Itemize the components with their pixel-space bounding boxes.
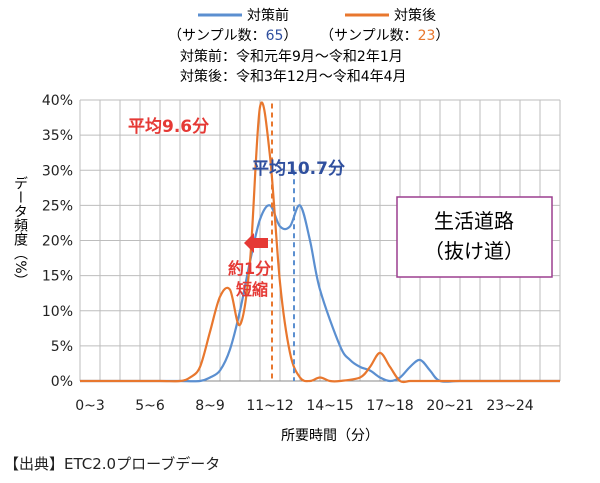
y-tick-label: 0% [51, 374, 73, 390]
source-note: 【出典】ETC2.0プローブデータ [4, 455, 221, 473]
y-tick-label: 40% [42, 93, 73, 109]
series-line-after [80, 101, 560, 384]
x-tick-label: 0~3 [75, 398, 105, 414]
y-tick-label: 5% [51, 339, 73, 355]
legend-label-before: 対策前 [247, 7, 289, 24]
road-type-box: 生活道路 （抜け道） [396, 196, 553, 278]
period-after: 対策後：令和3年12月～令和4年4月 [180, 68, 407, 85]
y-tick-label: 10% [42, 304, 73, 320]
reduction-label-2: 短縮 [236, 280, 268, 299]
chart-svg: 0% 5% 10% 15% 20% 25% 30% 35% 40% 0~3 5~6 8~9 11~12… [12, 7, 561, 444]
period-before: 対策前：令和元年9月～令和2年1月 [180, 48, 403, 65]
legend-sample-after: （サンプル数：23） [320, 28, 449, 44]
reduction-arrow [244, 233, 268, 253]
x-tick-label: 5~6 [135, 398, 165, 414]
legend-sample-before: （サンプル数：65） [168, 28, 297, 44]
sample-count-before: 65 [266, 28, 284, 44]
y-axis-label: データ頻度（%） [12, 176, 28, 287]
x-axis-label: 所要時間（分） [281, 428, 379, 444]
x-tick-label: 20~21 [426, 398, 473, 414]
reduction-label-1: 約1分 [228, 259, 271, 278]
y-tick-labels: 0% 5% 10% 15% 20% 25% 30% 35% 40% [42, 93, 73, 390]
mean-before-label: 平均10.7分 [252, 158, 345, 179]
road-type-label-1: 生活道路 [434, 209, 514, 233]
x-tick-label: 14~15 [306, 398, 353, 414]
y-tick-label: 30% [42, 163, 73, 179]
y-tick-label: 35% [42, 128, 73, 144]
mean-lines [271, 103, 295, 381]
sample-count-after: 23 [418, 28, 436, 44]
mean-after-label: 平均9.6分 [128, 116, 209, 137]
series-line-before [80, 204, 560, 383]
series-lines [80, 101, 560, 384]
road-type-label-2: （抜け道） [424, 239, 524, 263]
x-tick-label: 17~18 [366, 398, 413, 414]
x-tick-label: 11~12 [246, 398, 293, 414]
y-tick-label: 20% [42, 234, 73, 250]
legend-label-after: 対策後 [394, 7, 436, 24]
x-tick-labels: 0~3 5~6 8~9 11~12 14~15 17~18 20~21 23~24 [75, 398, 534, 414]
x-tick-label: 8~9 [195, 398, 225, 414]
x-tick-label: 23~24 [486, 398, 533, 414]
y-tick-label: 15% [42, 269, 73, 285]
legend: 対策前 対策後 （サンプル数：65） （サンプル数：23） 対策前：令和元年9月… [168, 7, 449, 85]
y-tick-label: 25% [42, 198, 73, 214]
